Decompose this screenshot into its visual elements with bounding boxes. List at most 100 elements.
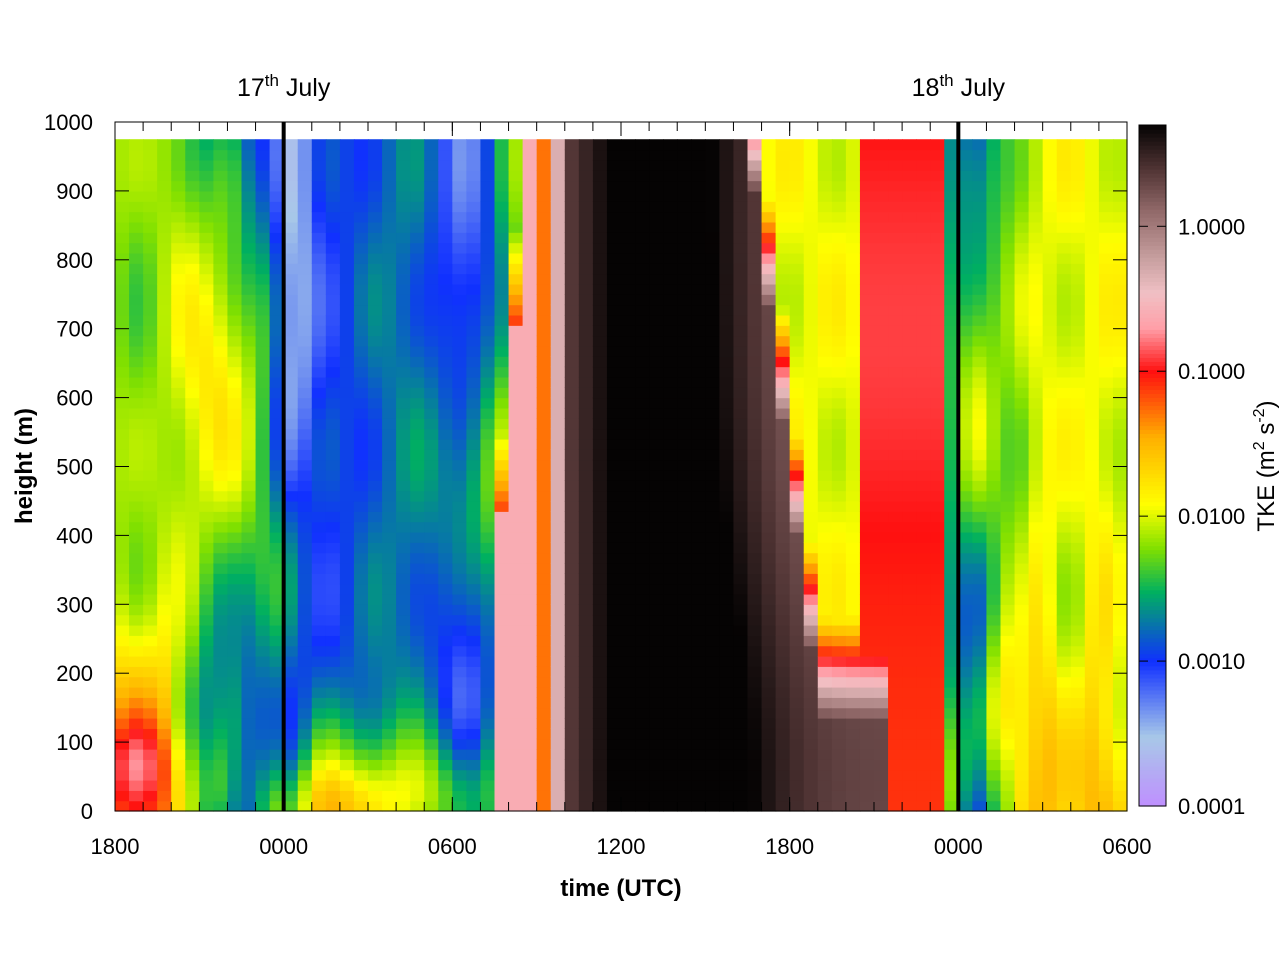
- heatmap-cell: [1112, 780, 1128, 791]
- heatmap-cell: [817, 531, 833, 543]
- heatmap-cell: [747, 418, 763, 430]
- heatmap-cell: [269, 211, 285, 223]
- heatmap-cell: [171, 232, 186, 244]
- heatmap-cell: [635, 490, 650, 502]
- heatmap-cell: [831, 139, 847, 151]
- heatmap-cell: [902, 593, 917, 605]
- heatmap-cell: [859, 686, 875, 698]
- heatmap-cell: [199, 273, 214, 285]
- heatmap-cell: [480, 500, 496, 512]
- heatmap-cell: [508, 283, 524, 295]
- heatmap-cell: [972, 242, 988, 254]
- heatmap-cell: [550, 542, 566, 554]
- heatmap-cell: [972, 480, 988, 492]
- heatmap-cell: [677, 552, 692, 564]
- heatmap-cell: [1070, 800, 1086, 812]
- heatmap-cell: [663, 686, 678, 698]
- heatmap-cell: [171, 345, 186, 357]
- heatmap-cell: [761, 480, 777, 492]
- heatmap-cell: [874, 159, 889, 171]
- heatmap-cell: [283, 738, 299, 750]
- heatmap-cell: [1000, 500, 1016, 512]
- heatmap-cell: [578, 242, 594, 254]
- heatmap-cell: [424, 201, 439, 213]
- heatmap-cell: [368, 459, 383, 471]
- heatmap-cell: [578, 728, 594, 740]
- heatmap-cell: [1028, 666, 1044, 678]
- heatmap-cell: [775, 676, 791, 688]
- heatmap-cell: [747, 769, 763, 781]
- heatmap-cell: [775, 511, 791, 523]
- heatmap-cell: [368, 190, 383, 202]
- heatmap-cell: [283, 562, 299, 574]
- heatmap-cell: [747, 552, 763, 564]
- heatmap-cell: [466, 769, 482, 781]
- heatmap-cell: [1028, 738, 1044, 750]
- heatmap-cell: [353, 221, 369, 233]
- heatmap-cell: [677, 614, 692, 626]
- heatmap-cell: [1070, 242, 1086, 254]
- heatmap-cell: [508, 438, 524, 450]
- heatmap-cell: [635, 397, 650, 409]
- colorbar-cell: [1139, 485, 1166, 491]
- heatmap-cell: [902, 707, 917, 719]
- heatmap-cell: [171, 201, 186, 213]
- heatmap-cell: [185, 676, 200, 688]
- heatmap-cell: [115, 366, 130, 378]
- heatmap-cell: [1112, 593, 1128, 605]
- heatmap-cell: [480, 552, 496, 564]
- heatmap-cell: [396, 304, 411, 316]
- heatmap-cell: [325, 180, 341, 192]
- heatmap-cell: [831, 573, 847, 585]
- heatmap-cell: [1112, 170, 1128, 182]
- heatmap-cell: [325, 159, 341, 171]
- heatmap-cell: [368, 666, 383, 678]
- heatmap-cell: [255, 511, 271, 523]
- heatmap-cell: [1070, 459, 1086, 471]
- heatmap-cell: [1028, 593, 1044, 605]
- heatmap-cell: [311, 201, 327, 213]
- heatmap-cell: [761, 717, 777, 729]
- heatmap-cell: [606, 531, 622, 543]
- heatmap-cell: [129, 376, 144, 388]
- heatmap-cell: [578, 335, 594, 347]
- heatmap-cell: [325, 593, 341, 605]
- heatmap-cell: [157, 345, 172, 357]
- heatmap-cell: [410, 604, 425, 616]
- heatmap-cell: [649, 490, 664, 502]
- heatmap-cell: [944, 780, 959, 791]
- heatmap-cell: [775, 356, 791, 368]
- heatmap-cell: [508, 686, 524, 698]
- heatmap-cell: [803, 573, 819, 585]
- heatmap-cell: [410, 263, 425, 275]
- heatmap-cell: [1070, 407, 1086, 419]
- heatmap-cell: [986, 676, 1002, 688]
- heatmap-cell: [831, 697, 847, 709]
- heatmap-cell: [691, 252, 706, 264]
- heatmap-cell: [311, 728, 327, 740]
- heatmap-cell: [424, 573, 439, 585]
- heatmap-cell: [705, 190, 720, 202]
- heatmap-cell: [916, 211, 931, 223]
- heatmap-cell: [845, 273, 861, 285]
- heatmap-cell: [185, 748, 200, 760]
- heatmap-cell: [199, 211, 214, 223]
- heatmap-cell: [677, 438, 692, 450]
- heatmap-cell: [1014, 800, 1030, 812]
- heatmap-cell: [466, 562, 482, 574]
- heatmap-cell: [143, 242, 158, 254]
- heatmap-cell: [129, 294, 144, 306]
- heatmap-cell: [522, 635, 538, 647]
- heatmap-cell: [452, 273, 467, 285]
- heatmap-cell: [508, 170, 524, 182]
- heatmap-cell: [888, 252, 903, 264]
- heatmap-cell: [410, 490, 425, 502]
- heatmap-cell: [129, 583, 144, 595]
- heatmap-cell: [578, 748, 594, 760]
- heatmap-cell: [143, 190, 158, 202]
- heatmap-cell: [297, 593, 313, 605]
- heatmap-cell: [1070, 263, 1086, 275]
- heatmap-cell: [1028, 428, 1044, 440]
- heatmap-cell: [972, 666, 988, 678]
- heatmap-cell: [831, 521, 847, 533]
